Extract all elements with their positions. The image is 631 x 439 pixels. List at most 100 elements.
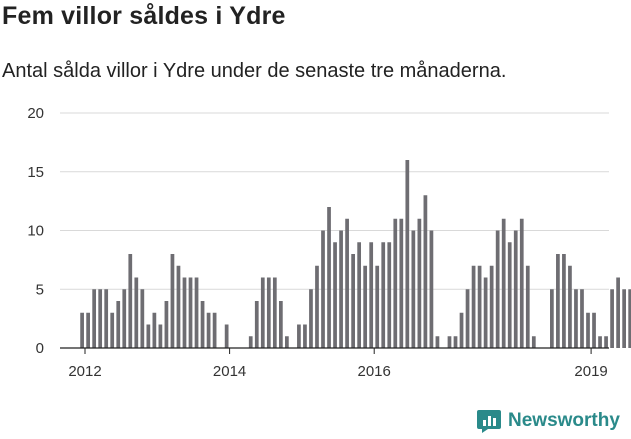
bar	[495, 230, 500, 348]
bar	[562, 254, 566, 348]
bar	[122, 289, 127, 348]
y-axis-labels: 0 5 10 15 20	[27, 105, 44, 357]
bar	[357, 242, 362, 348]
bar	[158, 324, 163, 348]
bar	[459, 312, 464, 348]
bar	[519, 218, 524, 348]
bar	[351, 254, 355, 348]
bar	[321, 230, 325, 348]
bar	[586, 312, 590, 348]
bar	[134, 277, 139, 348]
bar	[393, 218, 398, 348]
bar	[116, 301, 121, 348]
x-tick-label: 2016	[358, 363, 391, 380]
bar	[278, 301, 283, 348]
y-tick-label: 0	[36, 340, 44, 357]
bar	[550, 289, 554, 348]
bar	[327, 207, 331, 348]
bar-series	[80, 160, 631, 348]
bar	[297, 324, 301, 348]
bar	[423, 195, 428, 348]
bar	[248, 336, 253, 348]
bar	[513, 230, 518, 348]
bar	[266, 277, 271, 348]
bar	[333, 242, 337, 348]
bar	[303, 324, 307, 348]
x-tick-label: 2012	[68, 363, 101, 380]
bar	[369, 242, 374, 348]
bar	[489, 265, 494, 348]
bar	[345, 218, 349, 348]
bar	[435, 336, 440, 348]
bar	[568, 265, 572, 348]
x-tick-label: 2019	[574, 363, 607, 380]
bar	[176, 265, 181, 348]
bar	[471, 265, 476, 348]
chart-subtitle: Antal sålda villor i Ydre under de senas…	[2, 60, 507, 82]
bar	[182, 277, 187, 348]
bar	[501, 218, 506, 348]
bar	[381, 242, 386, 348]
bar	[80, 312, 84, 348]
bar	[477, 265, 482, 348]
bar	[194, 277, 199, 348]
brand-name: Newsworthy	[508, 410, 620, 431]
bar	[200, 301, 205, 348]
bar	[531, 336, 536, 348]
bar	[592, 312, 596, 348]
bar	[411, 230, 416, 348]
brand-logo: Newsworthy	[476, 408, 620, 434]
bar	[110, 312, 115, 348]
bar	[140, 289, 145, 348]
bar	[453, 336, 458, 348]
bar	[164, 301, 169, 348]
bar	[339, 230, 343, 348]
bar	[628, 289, 631, 348]
bar	[580, 289, 584, 348]
bar	[447, 336, 452, 348]
bar	[152, 312, 157, 348]
bar	[315, 265, 319, 348]
bar	[309, 289, 313, 348]
bar	[598, 336, 602, 348]
bar	[272, 277, 277, 348]
x-axis-labels: 2012201420162019202120232025	[68, 348, 608, 380]
bar	[525, 265, 530, 348]
chart-title: Fem villor såldes i Ydre	[2, 2, 286, 30]
bar	[387, 242, 392, 348]
bar	[604, 336, 608, 348]
bar	[429, 230, 434, 348]
bar	[224, 324, 229, 348]
bar	[616, 277, 620, 348]
bar	[610, 289, 614, 348]
bar	[285, 336, 289, 348]
bar	[86, 312, 90, 348]
bar	[465, 289, 470, 348]
bar	[128, 254, 133, 348]
bar	[363, 265, 368, 348]
y-tick-label: 20	[27, 105, 44, 122]
bar	[399, 218, 404, 348]
bar	[556, 254, 560, 348]
newsworthy-icon	[477, 410, 501, 433]
bar	[188, 277, 193, 348]
bar	[507, 242, 512, 348]
bar	[405, 160, 410, 348]
bar	[622, 289, 626, 348]
bar	[170, 254, 175, 348]
bar	[206, 312, 211, 348]
y-tick-label: 10	[27, 223, 44, 240]
bar	[375, 265, 380, 348]
bar	[574, 289, 578, 348]
x-tick-label: 2014	[213, 363, 246, 380]
bar	[417, 218, 422, 348]
bar	[98, 289, 103, 348]
y-tick-label: 5	[36, 281, 44, 298]
bar	[260, 277, 265, 348]
bar	[104, 289, 109, 348]
y-tick-label: 15	[27, 164, 44, 181]
bar	[254, 301, 259, 348]
bar	[212, 312, 217, 348]
bar	[92, 289, 97, 348]
